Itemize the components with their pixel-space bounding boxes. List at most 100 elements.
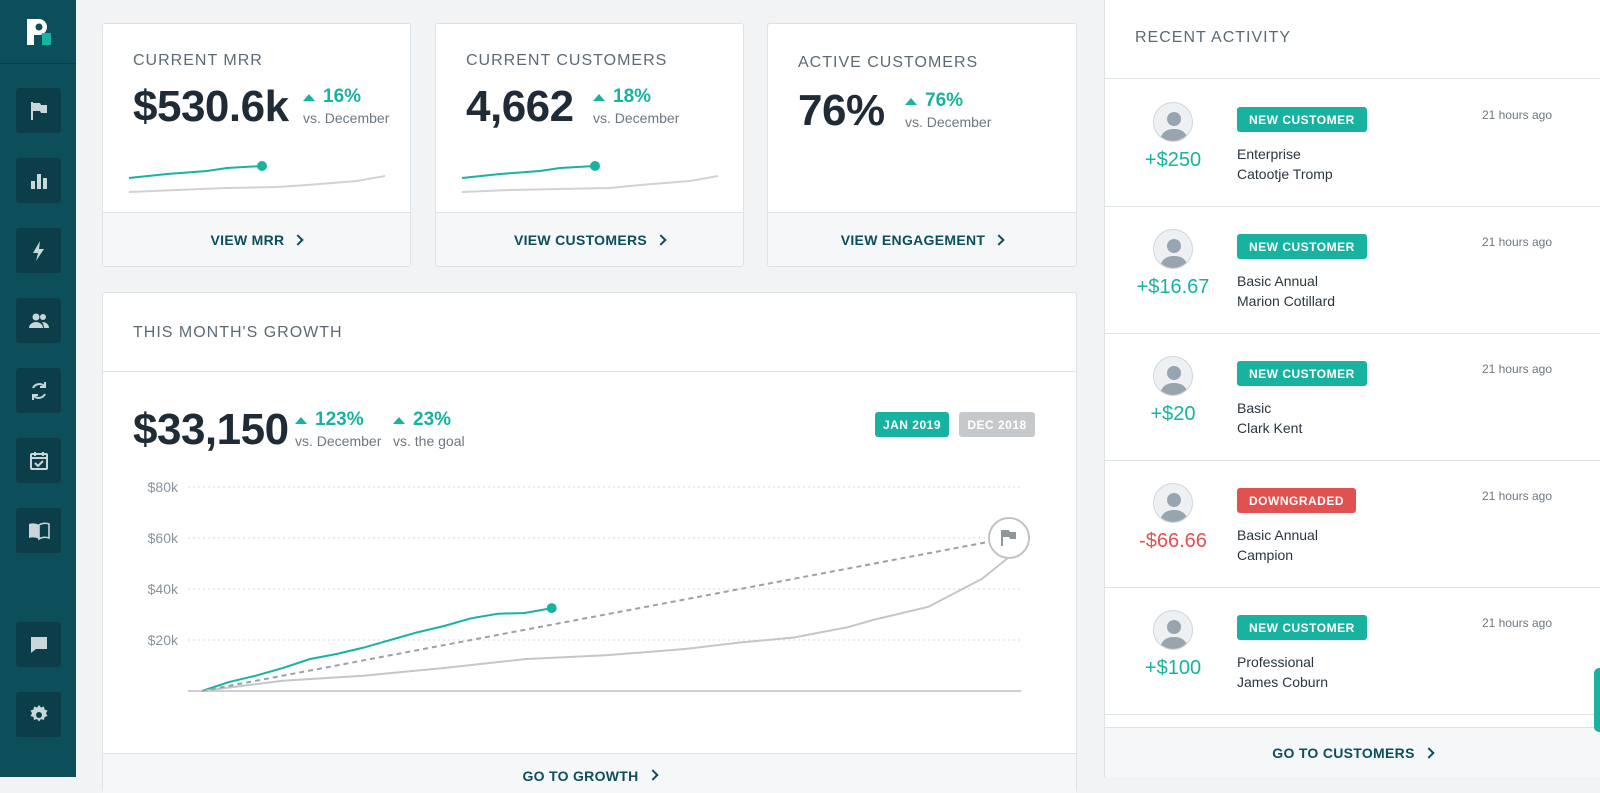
nav-metrics[interactable] <box>16 158 61 203</box>
chevron-right-icon <box>292 233 305 246</box>
goal-marker <box>988 517 1030 559</box>
users-icon <box>28 313 49 328</box>
view-mrr-link[interactable]: VIEW MRR <box>103 212 410 266</box>
activity-amount: +$100 <box>1144 657 1202 679</box>
activity-badge: NEW CUSTOMER <box>1237 107 1367 132</box>
metric-delta: 76% vs. December <box>905 90 991 130</box>
activity-customer: Clark Kent <box>1237 420 1303 436</box>
up-arrow-icon <box>593 93 605 101</box>
activity-time: 21 hours ago <box>1481 235 1552 249</box>
chevron-right-icon <box>1423 746 1435 759</box>
engagement-card: ACTIVE CUSTOMERS 76% 76% vs. December VI… <box>767 23 1077 267</box>
delta-comparison: vs. December <box>295 433 382 449</box>
metric-title: CURRENT MRR <box>133 52 263 69</box>
lightning-icon <box>32 240 44 261</box>
activity-amount: +$20 <box>1150 403 1196 425</box>
app-logo[interactable] <box>0 0 76 64</box>
calendar-check-icon <box>29 451 48 470</box>
chevron-right-icon <box>646 769 659 781</box>
recent-activity-panel: RECENT ACTIVITY +$250 NEW CUSTOMER 21 hour… <box>1104 0 1600 777</box>
user-silhouette-icon <box>1160 112 1188 141</box>
nav-docs[interactable] <box>16 508 61 553</box>
activity-customer: James Coburn <box>1237 674 1329 690</box>
activity-time: 21 hours ago <box>1481 108 1552 122</box>
activity-plan: Basic <box>1237 400 1272 416</box>
delta-comparison: vs. December <box>593 110 680 126</box>
avatar <box>1153 356 1193 396</box>
delta-comparison: vs. the goal <box>393 433 465 449</box>
up-arrow-icon <box>295 416 307 424</box>
nav-activity[interactable] <box>16 228 61 273</box>
view-customers-link[interactable]: VIEW CUSTOMERS <box>436 212 743 266</box>
nav-calendar[interactable] <box>16 438 61 483</box>
activity-badge: DOWNGRADED <box>1237 488 1356 513</box>
activity-time: 21 hours ago <box>1481 362 1552 376</box>
user-silhouette-icon <box>1160 366 1188 395</box>
y-tick-label: $80k <box>148 479 179 495</box>
delta-percent: 76% <box>925 90 964 111</box>
series-previous-line <box>201 556 1010 692</box>
activity-item[interactable]: -$66.66 DOWNGRADED 21 hours ago Basic Annua… <box>1105 461 1600 588</box>
go-to-growth-link[interactable]: GO TO GROWTH <box>103 753 1076 793</box>
customers-card: CURRENT CUSTOMERS 4,662 18% vs. December… <box>435 23 744 267</box>
user-silhouette-icon <box>1160 493 1188 522</box>
nav-subscriptions[interactable] <box>16 368 61 413</box>
view-engagement-link[interactable]: VIEW ENGAGEMENT <box>768 212 1076 266</box>
activity-item[interactable]: +$16.67 NEW CUSTOMER 21 hours ago Basic Ann… <box>1105 207 1600 334</box>
nav-settings[interactable] <box>16 692 61 737</box>
metric-title: CURRENT CUSTOMERS <box>466 52 668 69</box>
activity-amount: +$16.67 <box>1136 276 1210 298</box>
y-tick-label: $20k <box>148 632 179 648</box>
y-tick-label: $60k <box>148 530 179 546</box>
go-to-customers-link[interactable]: GO TO CUSTOMERS <box>1105 727 1600 777</box>
flag-icon <box>30 101 47 120</box>
avatar <box>1153 483 1193 523</box>
link-label: VIEW MRR <box>210 231 285 248</box>
chevron-right-icon <box>993 233 1005 246</box>
link-label: VIEW CUSTOMERS <box>513 231 648 248</box>
sidebar <box>0 0 76 777</box>
activity-amount: +$250 <box>1144 149 1202 171</box>
nav-customers[interactable] <box>16 298 61 343</box>
delta-comparison: vs. December <box>905 114 992 130</box>
activity-item[interactable]: +$100 NEW CUSTOMER 21 hours ago Professiona… <box>1105 588 1600 715</box>
activity-badge: NEW CUSTOMER <box>1237 615 1367 640</box>
user-silhouette-icon <box>1160 239 1188 268</box>
nav-goals[interactable] <box>16 88 61 133</box>
activity-plan: Basic Annual <box>1237 273 1318 289</box>
series-current-line <box>201 607 552 692</box>
nav-chat[interactable] <box>16 622 61 667</box>
activity-plan: Professional <box>1237 654 1315 670</box>
activity-time: 21 hours ago <box>1481 489 1552 503</box>
refresh-icon <box>31 381 46 400</box>
delta-percent: 123% <box>315 409 364 430</box>
period-tag-current[interactable]: JAN 2019 <box>875 412 949 437</box>
link-label: GO TO GROWTH <box>522 768 639 784</box>
delta-percent: 23% <box>413 409 452 430</box>
book-icon <box>28 522 50 540</box>
mrr-card: CURRENT MRR $530.6k 16% vs. December VIE… <box>102 23 411 267</box>
bar-chart-icon <box>30 173 47 189</box>
avatar <box>1153 229 1193 269</box>
delta-percent: 16% <box>323 86 362 107</box>
goal-flag-icon <box>1003 530 1016 539</box>
period-tag-previous[interactable]: DEC 2018 <box>959 412 1035 437</box>
help-tab[interactable] <box>1594 668 1600 732</box>
activity-item[interactable]: +$250 NEW CUSTOMER 21 hours ago Enterprise C… <box>1105 80 1600 207</box>
avatar <box>1153 610 1193 650</box>
activity-item[interactable]: +$20 NEW CUSTOMER 21 hours ago Basic Clark K… <box>1105 334 1600 461</box>
chat-icon <box>30 636 47 653</box>
activity-badge: NEW CUSTOMER <box>1237 234 1367 259</box>
y-tick-label: $40k <box>148 581 179 597</box>
growth-value: $33,150 <box>133 405 289 454</box>
activity-header: RECENT ACTIVITY <box>1105 0 1600 79</box>
link-label: GO TO CUSTOMERS <box>1272 744 1415 761</box>
user-silhouette-icon <box>1160 620 1188 649</box>
link-label: VIEW ENGAGEMENT <box>840 231 986 248</box>
mrr-sparkline <box>128 161 386 193</box>
growth-delta-goal: 23% vs. the goal <box>393 409 465 449</box>
growth-chart: $80k $60k $40k $20k <box>148 479 1030 692</box>
up-arrow-icon <box>303 93 315 101</box>
gear-icon <box>30 704 47 721</box>
up-arrow-icon <box>905 97 917 105</box>
